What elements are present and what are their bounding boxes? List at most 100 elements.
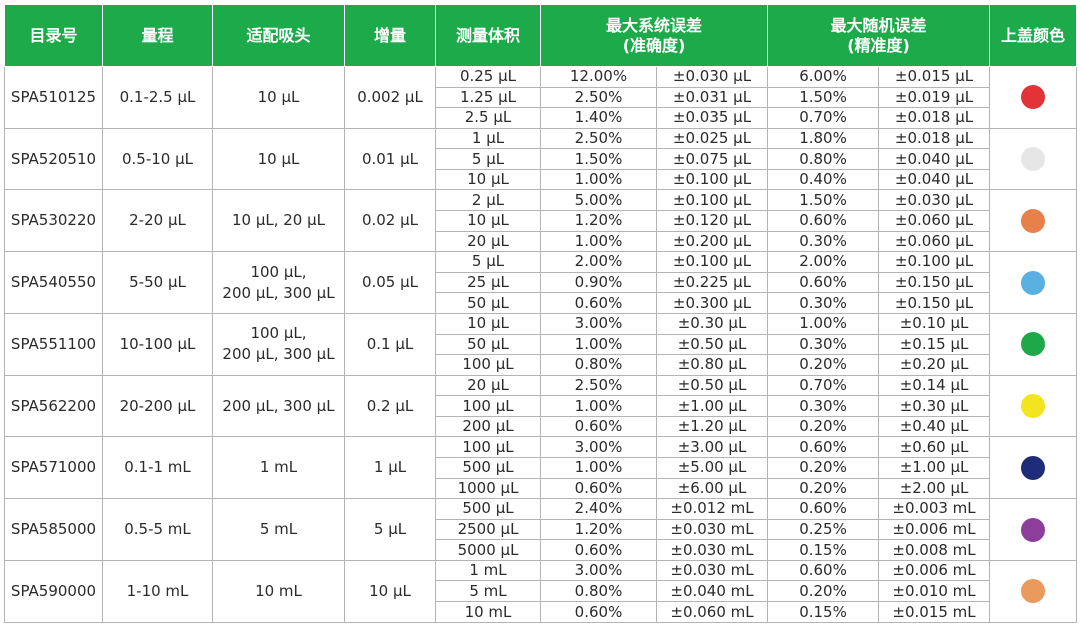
systematic-error-percent-cell: 0.80% <box>540 580 657 603</box>
table-row: SPA571000 0.1-1 mL 1 mL 1 μL 100 μL 3.00% ±3.0… <box>4 436 1078 500</box>
header-random-error: 最大随机误差 (精准度) <box>767 4 991 67</box>
table-body: SPA510125 0.1-2.5 μL 10 μL 0.002 μL 0.25 μL 1… <box>4 66 1078 624</box>
table-row: 2500 μL 1.20% ±0.030 mL 0.25% ±0.006 mL <box>5 518 1077 541</box>
systematic-error-absolute-cell: ±0.035 μL <box>655 107 769 129</box>
random-error-percent-cell: 0.20% <box>767 580 880 603</box>
cap-color-cell <box>989 498 1078 561</box>
systematic-error-percent-cell: 2.50% <box>540 374 657 397</box>
systematic-error-percent-cell: 3.00% <box>540 312 657 335</box>
volume-cell: 25 μL <box>435 271 541 294</box>
increment-cell: 0.02 μL <box>344 189 436 253</box>
random-error-percent-cell: 0.60% <box>767 271 880 294</box>
systematic-error-percent-cell: 1.00% <box>540 456 657 479</box>
systematic-error-percent-cell: 0.60% <box>540 292 657 314</box>
catalog-number-cell: SPA530220 <box>4 189 103 253</box>
volume-cell: 10 μL <box>435 312 541 335</box>
increment-cell: 5 μL <box>344 498 436 561</box>
random-error-percent-cell: 0.40% <box>767 168 880 191</box>
systematic-error-percent-cell: 1.40% <box>540 107 657 129</box>
header-systematic-error-title: 最大系统误差 <box>606 15 703 35</box>
systematic-error-absolute-cell: ±0.100 μL <box>655 189 769 212</box>
random-error-absolute-cell: ±0.040 μL <box>878 148 991 170</box>
pipette-spec-table: 目录号 量程 适配吸头 增量 测量体积 最大系统误差 (准确度) 最大随机误差 … <box>4 4 1078 624</box>
systematic-error-percent-cell: 2.40% <box>540 498 657 520</box>
random-error-absolute-cell: ±0.060 μL <box>878 230 991 253</box>
random-error-absolute-cell: ±0.018 μL <box>878 127 991 150</box>
header-volume: 测量体积 <box>435 4 541 67</box>
random-error-absolute-cell: ±0.150 μL <box>878 292 991 314</box>
systematic-error-absolute-cell: ±0.060 mL <box>655 601 769 623</box>
header-range: 量程 <box>102 4 213 67</box>
systematic-error-percent-cell: 0.80% <box>540 354 657 376</box>
volume-cell: 200 μL <box>435 415 541 438</box>
volume-cell: 100 μL <box>435 354 541 376</box>
cap-color-cell <box>989 559 1078 624</box>
random-error-percent-cell: 0.20% <box>767 415 880 438</box>
table-row: 10 mL 0.60% ±0.060 mL 0.15% ±0.015 mL <box>5 601 1077 623</box>
table-row: SPA520510 0.5-10 μL 10 μL 0.01 μL 1 μL 2.50% ±… <box>4 127 1078 191</box>
systematic-error-percent-cell: 1.00% <box>540 230 657 253</box>
volume-cell: 5000 μL <box>435 539 541 561</box>
tip-line: 100 μL, <box>250 262 307 281</box>
random-error-percent-cell: 0.30% <box>767 292 880 314</box>
increment-cell: 0.002 μL <box>344 66 436 129</box>
random-error-percent-cell: 0.20% <box>767 477 880 500</box>
systematic-error-absolute-cell: ±0.30 μL <box>655 312 769 335</box>
volume-cell: 1 μL <box>435 127 541 150</box>
random-error-absolute-cell: ±0.040 μL <box>878 168 991 191</box>
range-cell: 0.5-10 μL <box>102 127 213 191</box>
tip-cell: 10 μL <box>212 66 345 129</box>
random-error-absolute-cell: ±0.15 μL <box>878 333 991 356</box>
table-row: 10 μL 1.20% ±0.120 μL 0.60% ±0.060 μL <box>5 210 1077 232</box>
range-cell: 20-200 μL <box>102 374 213 438</box>
random-error-percent-cell: 0.70% <box>767 374 880 397</box>
tip-cell: 10 μL <box>212 127 345 191</box>
random-error-percent-cell: 0.60% <box>767 210 880 232</box>
random-error-percent-cell: 0.30% <box>767 333 880 356</box>
systematic-error-absolute-cell: ±0.030 mL <box>655 539 769 561</box>
volume-cell: 100 μL <box>435 395 541 417</box>
increment-cell: 10 μL <box>344 559 436 624</box>
random-error-absolute-cell: ±0.100 μL <box>878 251 991 273</box>
systematic-error-percent-cell: 5.00% <box>540 189 657 212</box>
header-row: 目录号 量程 适配吸头 增量 测量体积 最大系统误差 (准确度) 最大随机误差 … <box>4 4 1078 67</box>
systematic-error-percent-cell: 12.00% <box>540 66 657 88</box>
catalog-number-cell: SPA562200 <box>4 374 103 438</box>
random-error-percent-cell: 1.50% <box>767 86 880 109</box>
systematic-error-absolute-cell: ±0.225 μL <box>655 271 769 294</box>
tip-cell: 5 mL <box>212 498 345 561</box>
random-error-percent-cell: 0.25% <box>767 518 880 541</box>
systematic-error-absolute-cell: ±0.120 μL <box>655 210 769 232</box>
cap-color-cell <box>989 66 1078 129</box>
random-error-absolute-cell: ±0.20 μL <box>878 354 991 376</box>
cap-color-swatch <box>1021 394 1046 419</box>
table-row: SPA540550 5-50 μL 100 μL, 200 μL, 300 μL 0.0… <box>4 251 1078 314</box>
random-error-absolute-cell: ±0.003 mL <box>878 498 991 520</box>
range-cell: 10-100 μL <box>102 312 213 376</box>
catalog-number-cell: SPA520510 <box>4 127 103 191</box>
random-error-percent-cell: 1.50% <box>767 189 880 212</box>
volume-cell: 1000 μL <box>435 477 541 500</box>
systematic-error-absolute-cell: ±0.012 mL <box>655 498 769 520</box>
table-row: 100 μL 1.00% ±1.00 μL 0.30% ±0.30 μL <box>5 395 1077 417</box>
systematic-error-absolute-cell: ±0.100 μL <box>655 251 769 273</box>
tip-cell: 10 mL <box>212 559 345 624</box>
header-systematic-error: 最大系统误差 (准确度) <box>539 4 769 67</box>
increment-cell: 0.1 μL <box>344 312 436 376</box>
tip-cell: 100 μL, 200 μL, 300 μL <box>212 251 345 314</box>
catalog-number-cell: SPA590000 <box>4 559 103 624</box>
systematic-error-absolute-cell: ±0.80 μL <box>655 354 769 376</box>
random-error-absolute-cell: ±0.30 μL <box>878 395 991 417</box>
cap-color-swatch <box>1021 85 1046 110</box>
table-row: SPA510125 0.1-2.5 μL 10 μL 0.002 μL 0.25 μL 1… <box>4 66 1078 129</box>
random-error-absolute-cell: ±0.015 mL <box>878 601 991 623</box>
random-error-percent-cell: 0.60% <box>767 559 880 582</box>
table-row: SPA530220 2-20 μL 10 μL, 20 μL 0.02 μL 2 μL 5… <box>4 189 1078 253</box>
cap-color-cell <box>989 312 1078 376</box>
header-increment: 增量 <box>344 4 436 67</box>
systematic-error-absolute-cell: ±0.100 μL <box>655 168 769 191</box>
cap-color-swatch <box>1021 332 1046 357</box>
volume-cell: 500 μL <box>435 456 541 479</box>
header-random-error-title: 最大随机误差 <box>830 15 927 35</box>
tip-cell: 1 mL <box>212 436 345 500</box>
